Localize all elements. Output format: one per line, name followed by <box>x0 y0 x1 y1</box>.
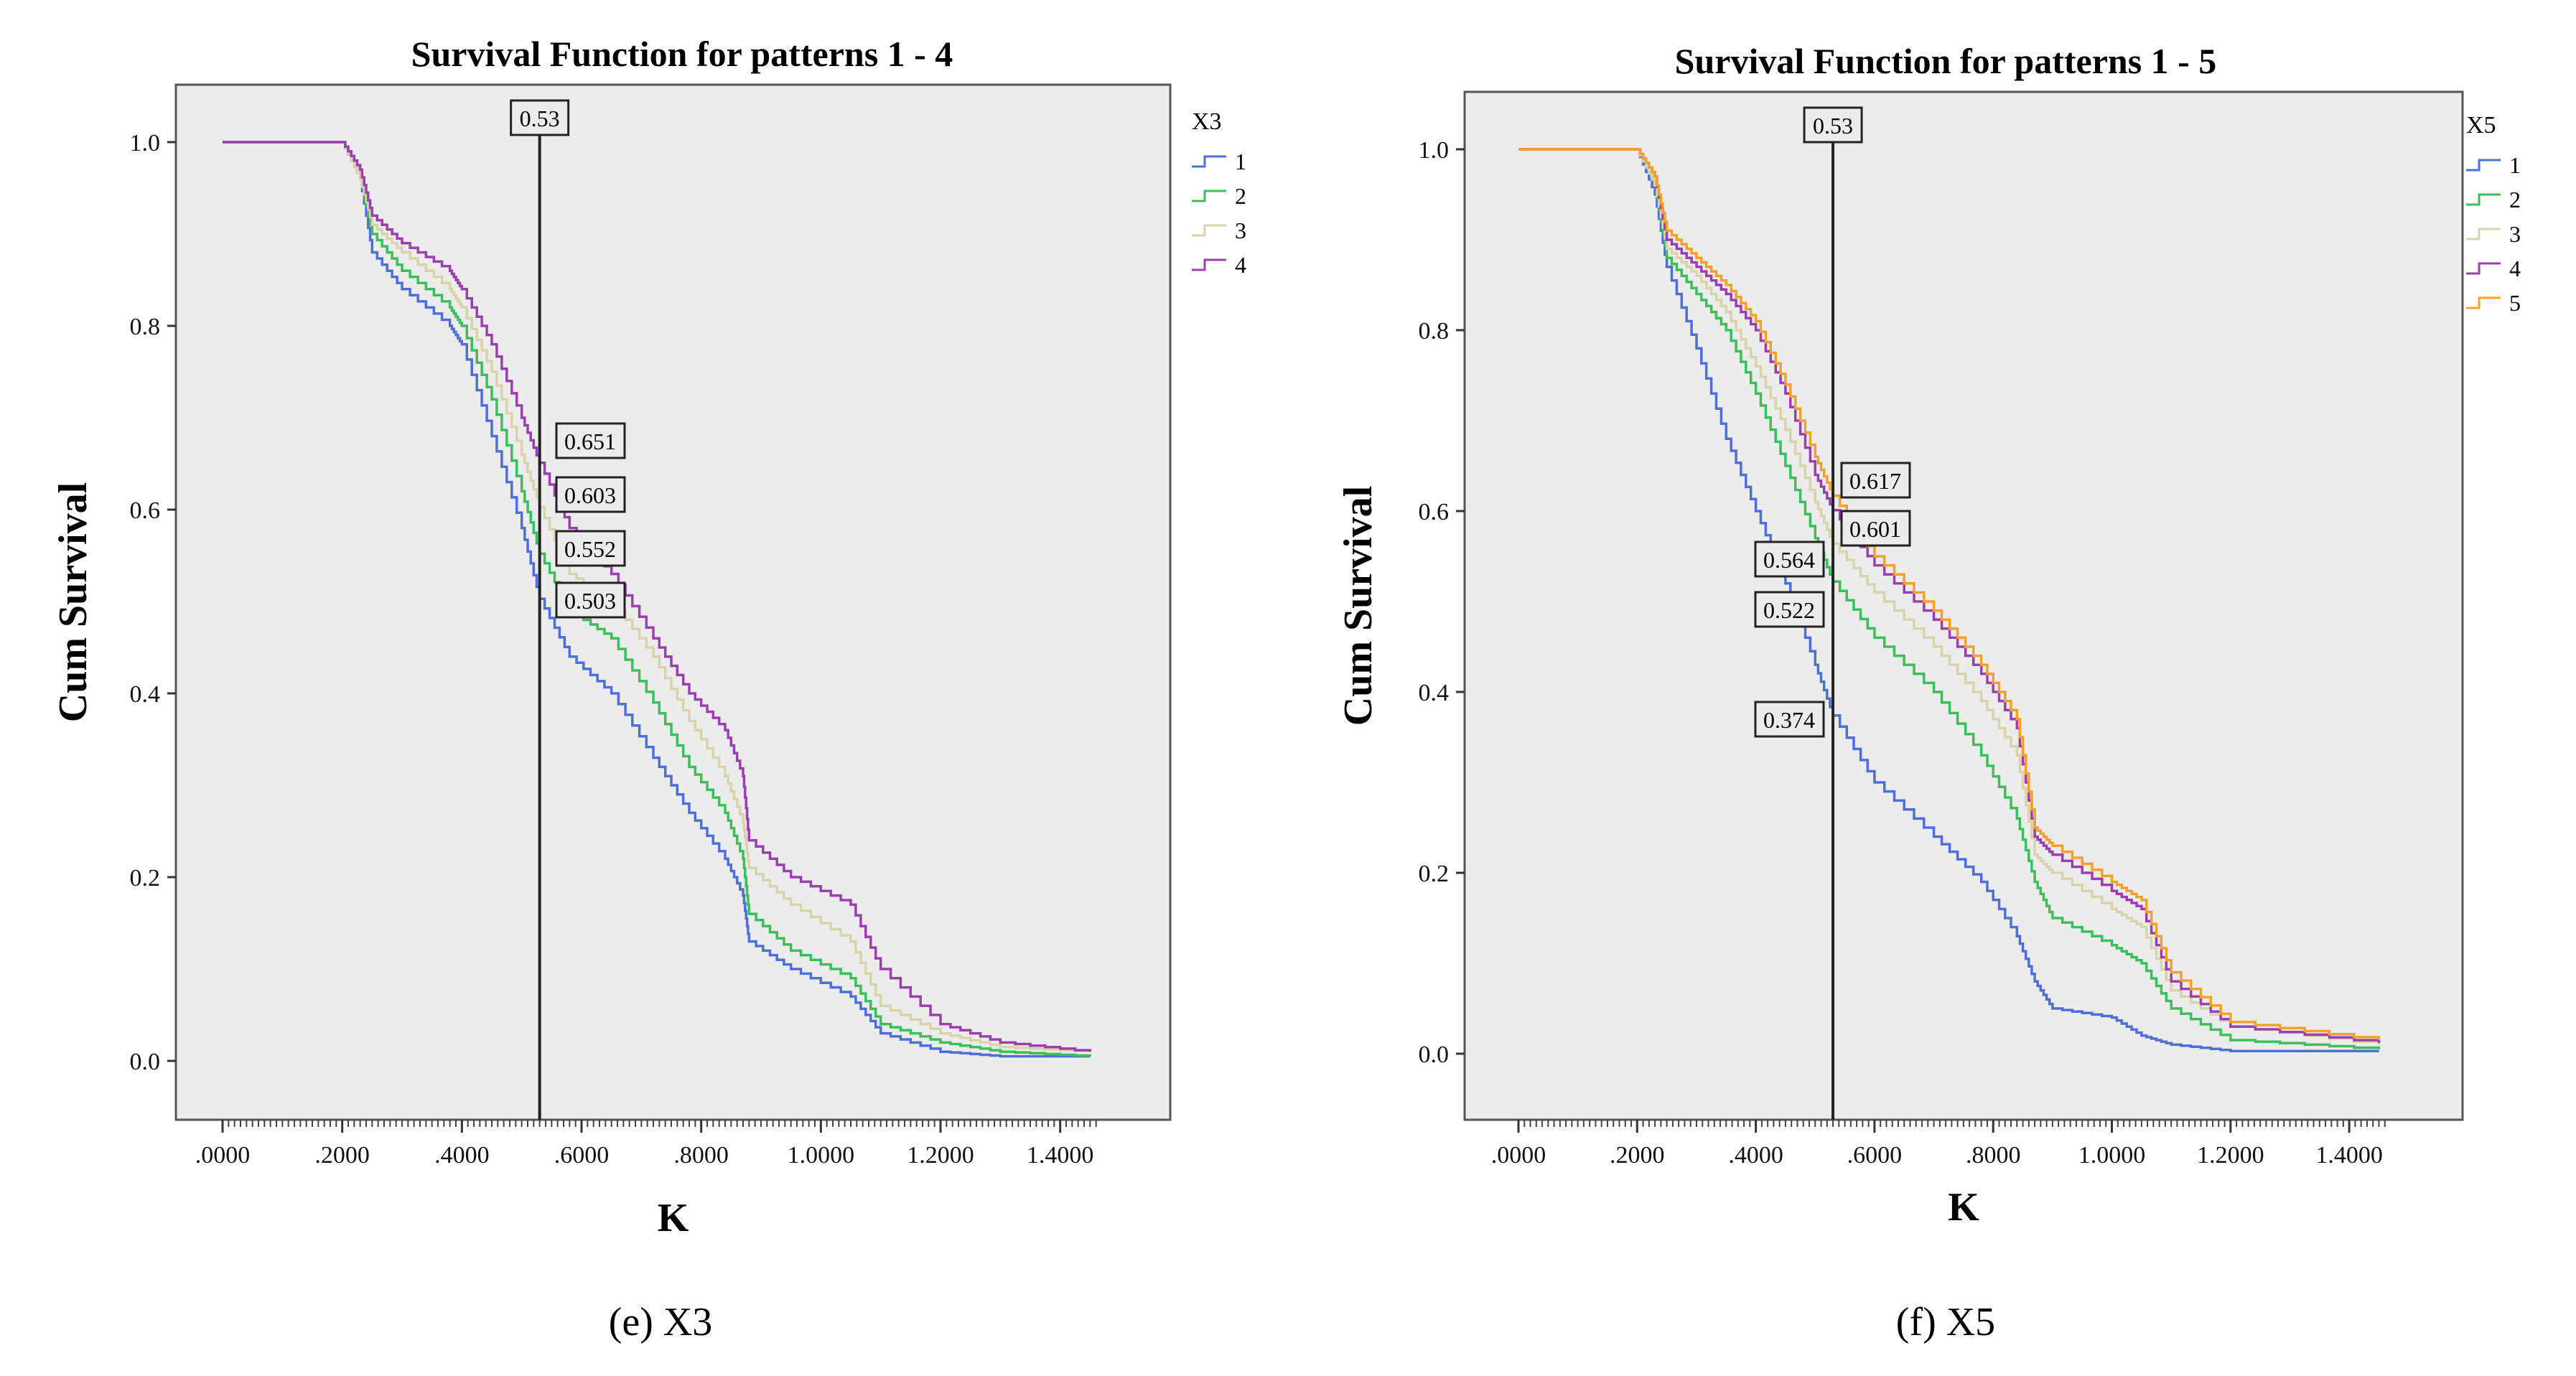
plot-area <box>1463 90 2464 1121</box>
annotation-label: 0.651 <box>564 429 616 454</box>
x-tick-label: .8000 <box>1966 1142 2021 1169</box>
y-tick-label: 0.0 <box>130 1049 161 1075</box>
series-line-1 <box>223 141 1091 1058</box>
chart-panel-2: Survival Function for patterns 1 - 5 0.0 0… <box>1336 41 2521 1344</box>
y-tick-label: 0.6 <box>1419 499 1450 525</box>
legend-label-3: 3 <box>2509 221 2521 247</box>
y-axis-label: Cum Survival <box>1336 486 1381 726</box>
annotation-box <box>555 422 626 459</box>
annotation-label: 0.552 <box>564 536 616 562</box>
y-tick-label: 1.0 <box>130 130 161 156</box>
y-tick-label: 0.2 <box>130 865 161 891</box>
annotation-box <box>555 476 626 513</box>
legend-label-4: 4 <box>2509 256 2521 281</box>
y-tick-label: 0.0 <box>1419 1042 1450 1068</box>
annotation-box <box>1754 591 1825 628</box>
x-tick-label: .4000 <box>434 1142 490 1169</box>
legend-swatch-1 <box>2466 159 2501 172</box>
annotation-label: 0.603 <box>564 482 616 508</box>
annotation-label: 0.374 <box>1763 707 1815 733</box>
legend-swatch-2 <box>1192 189 1226 202</box>
legend-swatch-5 <box>2466 296 2501 309</box>
chart-title: Survival Function for patterns 1 - 5 <box>1675 41 2217 81</box>
legend-label-5: 5 <box>2509 290 2521 316</box>
x-tick-label: 1.0000 <box>2078 1142 2146 1169</box>
annotation-label: 0.601 <box>1849 516 1901 542</box>
x-tick-label: .4000 <box>1728 1142 1783 1169</box>
annotation-label: 0.522 <box>1763 597 1815 623</box>
y-tick-label: 0.6 <box>130 497 161 524</box>
figure-caption: (e) X3 <box>609 1300 713 1344</box>
chart-panel-1: Survival Function for patterns 1 - 4 0.0 0… <box>51 34 1246 1344</box>
x-tick-label: 1.2000 <box>907 1142 974 1169</box>
annotation-label: 0.503 <box>564 588 616 614</box>
y-tick-label: 1.0 <box>1419 137 1450 164</box>
x-tick-label: 1.0000 <box>788 1142 855 1169</box>
x-tick-label: .0000 <box>195 1142 251 1169</box>
x-tick-label: .6000 <box>1847 1142 1903 1169</box>
vline-label: 0.53 <box>1813 113 1853 139</box>
legend-label-1: 1 <box>1235 149 1246 174</box>
vline-label-box <box>510 99 570 136</box>
x-tick-label: .2000 <box>1610 1142 1665 1169</box>
annotation-box <box>1754 701 1825 738</box>
annotation-box <box>555 581 626 619</box>
y-tick-label: 0.2 <box>1419 861 1450 887</box>
x-axis-label: K <box>658 1196 689 1240</box>
annotation-box <box>1840 462 1911 499</box>
vline-label: 0.53 <box>520 106 560 131</box>
y-tick-label: 0.4 <box>130 681 161 708</box>
annotation-box <box>1754 540 1825 578</box>
figure-caption: (f) X5 <box>1896 1300 1995 1344</box>
x-tick-label: .8000 <box>673 1142 729 1169</box>
plot-area <box>174 83 1172 1121</box>
legend-swatch-4 <box>1192 258 1226 271</box>
x-tick-label: 1.4000 <box>1027 1142 1094 1169</box>
legend-swatch-4 <box>2466 262 2501 275</box>
y-axis-label: Cum Survival <box>51 482 95 723</box>
chart-title: Survival Function for patterns 1 - 4 <box>411 34 953 74</box>
y-tick-label: 0.4 <box>1419 680 1450 706</box>
legend-swatch-1 <box>1192 155 1226 168</box>
legend-title: X5 <box>2466 112 2496 139</box>
series-line-1 <box>1518 148 2379 1052</box>
series-line-2 <box>223 141 1092 1057</box>
vline-label-box <box>1803 106 1863 144</box>
legend-label-3: 3 <box>1235 217 1246 243</box>
series-line-5 <box>1518 148 2381 1041</box>
series-line-3 <box>1518 148 2381 1045</box>
legend-swatch-3 <box>2466 228 2501 240</box>
series-line-2 <box>1518 148 2381 1049</box>
x-tick-label: .6000 <box>554 1142 610 1169</box>
legend-label-2: 2 <box>2509 187 2521 212</box>
x-axis-label: K <box>1948 1185 1979 1230</box>
legend-swatch-3 <box>1192 224 1226 237</box>
legend-label-1: 1 <box>2509 152 2521 178</box>
annotation-box <box>1840 510 1911 547</box>
x-tick-label: .2000 <box>314 1142 370 1169</box>
legend-label-4: 4 <box>1235 252 1246 278</box>
legend-swatch-2 <box>2466 193 2501 206</box>
annotation-box <box>555 530 626 567</box>
x-tick-label: 1.2000 <box>2197 1142 2264 1169</box>
x-tick-label: .0000 <box>1491 1142 1546 1169</box>
y-tick-label: 0.8 <box>130 314 161 340</box>
legend-title: X3 <box>1192 108 1222 135</box>
legend-label-2: 2 <box>1235 183 1246 209</box>
annotation-label: 0.564 <box>1763 547 1815 573</box>
annotation-label: 0.617 <box>1849 468 1901 494</box>
y-tick-label: 0.8 <box>1419 318 1450 345</box>
x-tick-label: 1.4000 <box>2315 1142 2383 1169</box>
